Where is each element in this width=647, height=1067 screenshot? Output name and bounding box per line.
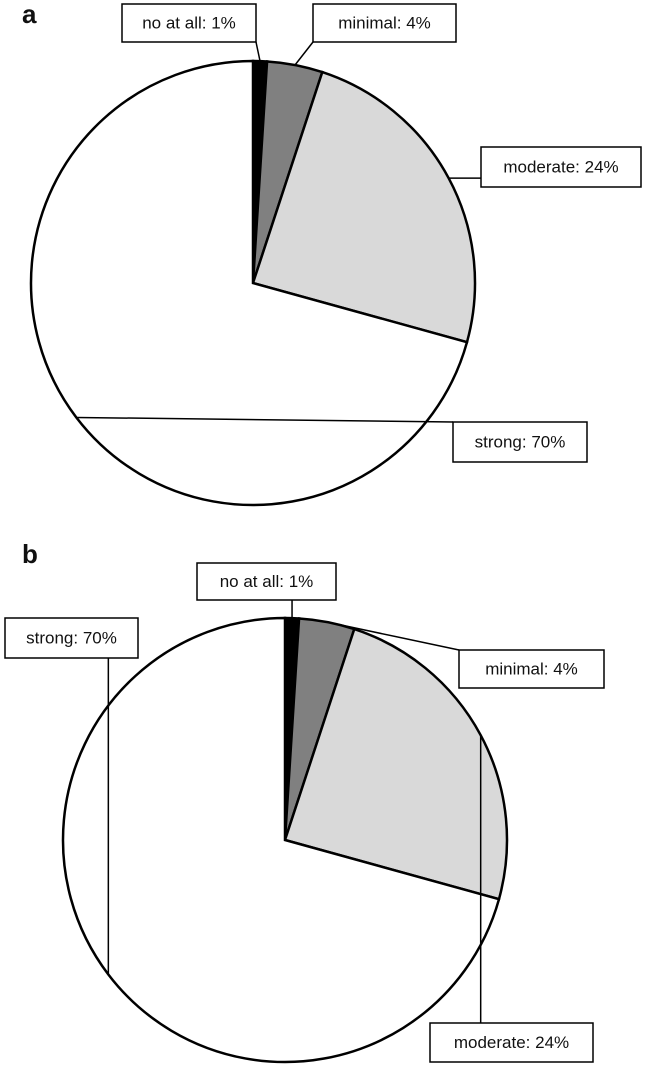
data-label: minimal: 4% [338,13,431,32]
data-label: minimal: 4% [485,659,578,678]
pie-slice [251,70,477,344]
label-box [452,421,588,463]
label-box [121,3,257,43]
panel-letter: b [22,539,38,569]
panel-letter: a [22,0,37,29]
leader-line [255,41,261,62]
label-box [429,1022,594,1063]
label-box [4,617,139,659]
label-box [312,3,457,43]
label-box [458,649,605,689]
data-label: strong: 70% [26,628,117,647]
data-label: moderate: 24% [503,157,618,176]
leader-line [294,41,314,66]
leader-line [76,416,454,423]
data-label: moderate: 24% [454,1033,569,1052]
data-label: no at all: 1% [142,13,236,32]
data-label: no at all: 1% [220,572,314,591]
label-box [480,146,642,188]
pie-slice [283,627,509,901]
pie-slice [61,616,501,1064]
data-label: strong: 70% [475,432,566,451]
label-box [196,562,337,601]
leader-line [326,621,460,651]
